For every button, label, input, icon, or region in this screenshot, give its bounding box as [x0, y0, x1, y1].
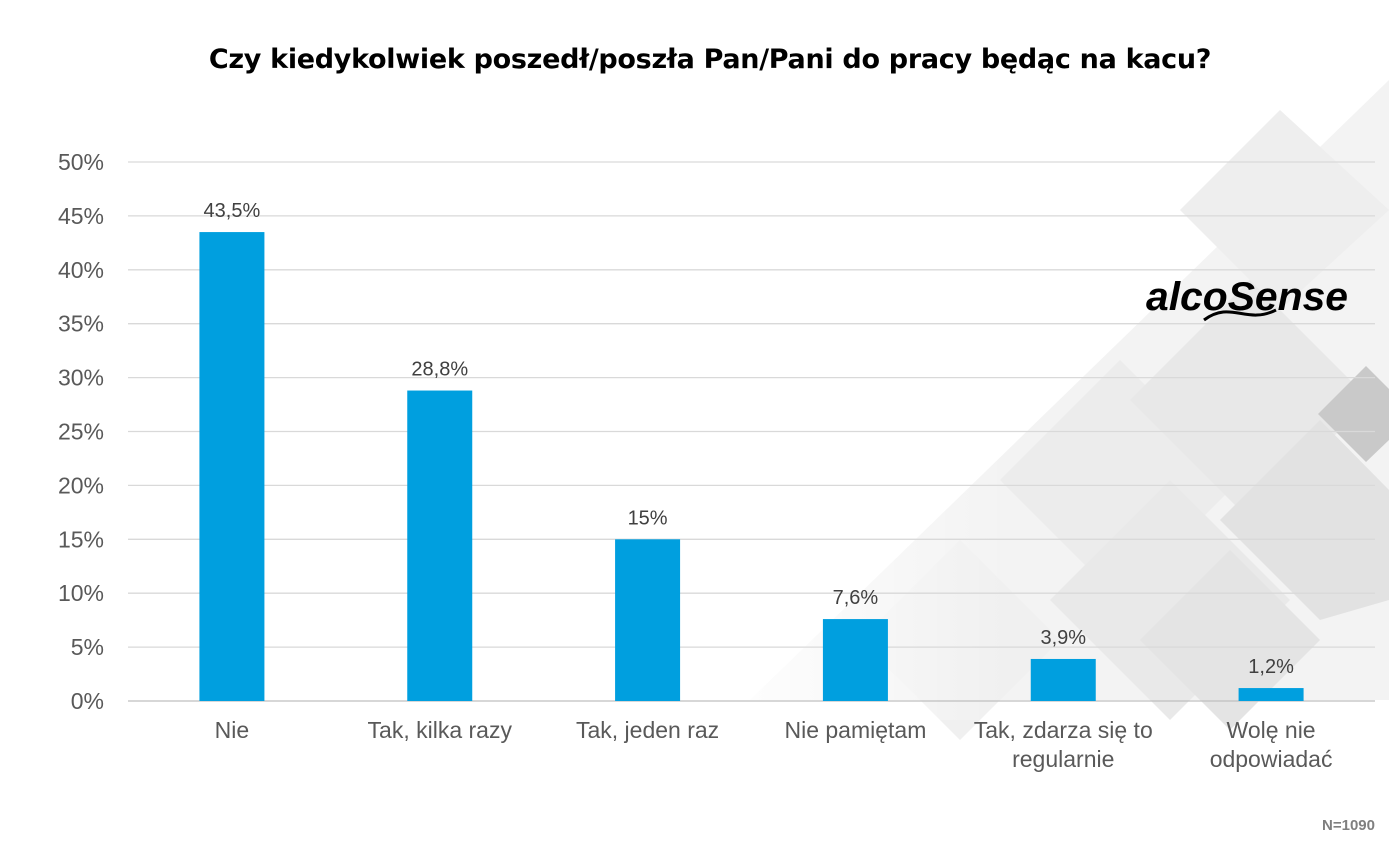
data-label: 28,8%	[411, 359, 468, 381]
y-tick-label: 35%	[58, 311, 104, 337]
x-tick-label: regularnie	[1012, 746, 1114, 772]
y-tick-label: 5%	[71, 634, 104, 660]
y-tick-label: 40%	[58, 257, 104, 283]
y-tick-label: 30%	[58, 365, 104, 391]
sample-size-label: N=1090	[1322, 817, 1375, 834]
x-tick-label: Nie pamiętam	[784, 717, 926, 743]
bar	[1238, 688, 1304, 701]
y-tick-label: 45%	[58, 203, 104, 229]
bars	[199, 232, 1304, 701]
bar	[615, 539, 681, 701]
diamond-pattern	[700, 80, 1389, 740]
y-tick-label: 20%	[58, 472, 104, 498]
bar	[199, 232, 265, 701]
data-labels: 43,5% 28,8% 15% 7,6% 3,9% 1,2%	[204, 200, 1295, 678]
data-label: 43,5%	[204, 200, 261, 222]
y-tick-label: 50%	[58, 149, 104, 175]
x-tick-label: Nie	[215, 717, 250, 743]
gridlines	[128, 161, 1375, 702]
y-tick-label: 25%	[58, 419, 104, 445]
x-tick-label: Tak, kilka razy	[368, 717, 513, 743]
alcosense-logo: alcoSense	[1146, 275, 1348, 322]
chart-title: Czy kiedykolwiek poszedł/poszła Pan/Pani…	[208, 44, 1212, 75]
data-label: 3,9%	[1040, 627, 1086, 649]
y-tick-label: 0%	[71, 688, 104, 714]
bar	[822, 619, 888, 701]
bar	[407, 390, 473, 701]
data-label: 7,6%	[833, 587, 879, 609]
data-label: 15%	[628, 507, 668, 529]
y-tick-label: 15%	[58, 526, 104, 552]
x-tick-label: odpowiadać	[1210, 746, 1333, 772]
logo-text: alcoSense	[1146, 275, 1348, 319]
bar	[1030, 658, 1096, 701]
y-axis-ticks: 0% 5% 10% 15% 20% 25% 30% 35% 40% 45% 50%	[58, 149, 104, 714]
x-tick-label: Tak, zdarza się to	[974, 717, 1153, 743]
data-label: 1,2%	[1248, 656, 1294, 678]
x-axis-ticks: Nie Tak, kilka razy Tak, jeden raz Nie pami…	[215, 717, 1333, 772]
x-tick-label: Wolę nie	[1227, 717, 1316, 743]
y-tick-label: 10%	[58, 580, 104, 606]
x-tick-label: Tak, jeden raz	[576, 717, 719, 743]
